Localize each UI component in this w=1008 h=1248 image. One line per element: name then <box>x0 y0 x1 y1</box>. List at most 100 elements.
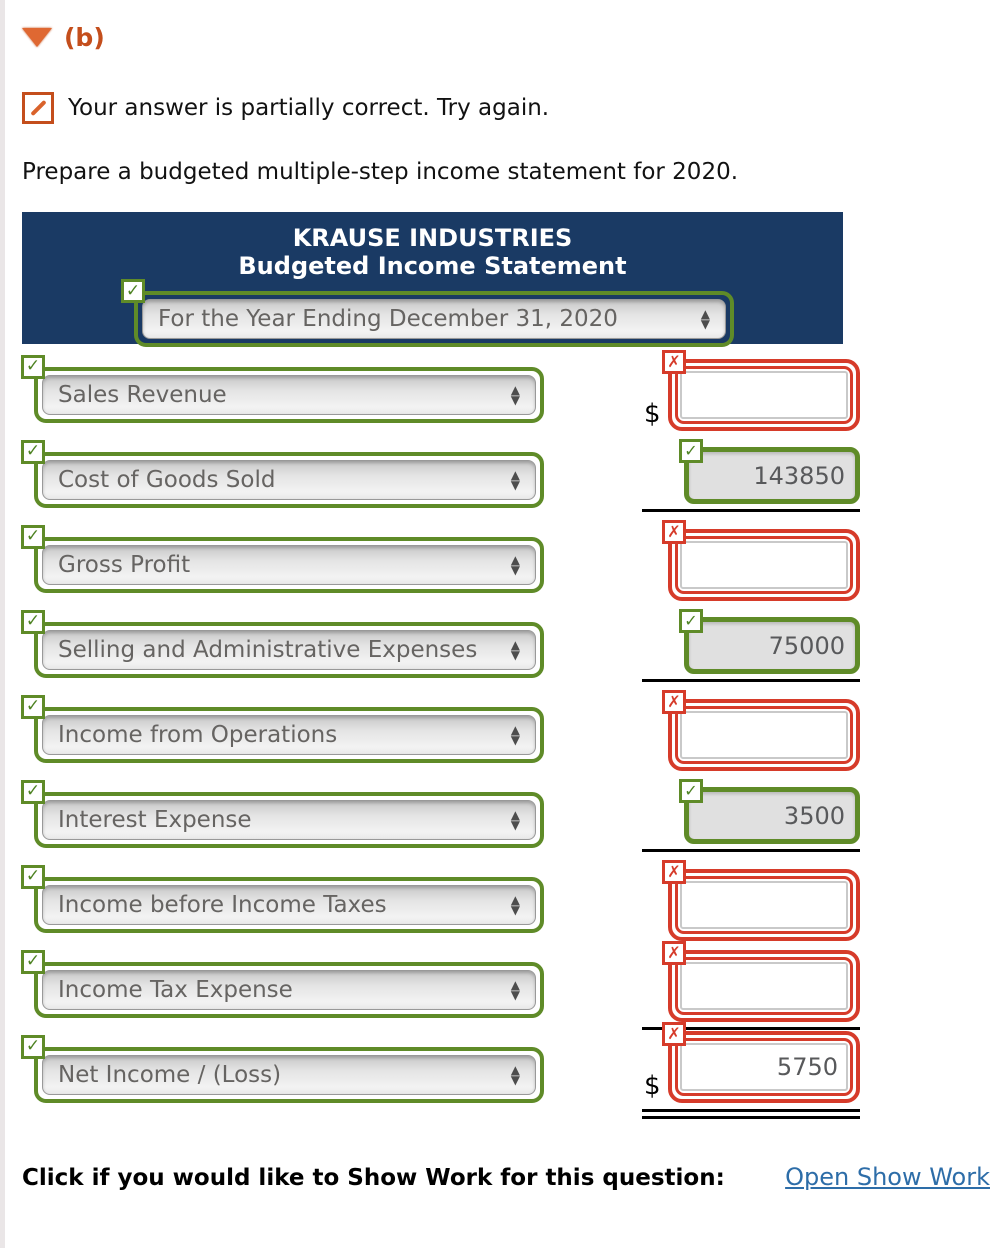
single-underline <box>642 679 860 682</box>
question-part-b: (b) Your answer is partially correct. Tr… <box>21 20 990 1191</box>
period-select-value: For the Year Ending December 31, 2020 <box>158 306 618 332</box>
single-underline <box>642 1026 860 1030</box>
spinner-arrows-icon: ▲ ▼ <box>700 307 710 331</box>
label-correct-check-icon: ✓ <box>21 949 45 974</box>
label-correct-check-icon: ✓ <box>21 354 45 379</box>
row-select-frame: ✓ Gross Profit ▲ ▼ <box>21 524 544 593</box>
spinner-arrows-icon: ▲ ▼ <box>510 807 520 832</box>
table-row: ✓ Income before Income Taxes ▲ ▼ ✗ <box>21 859 860 947</box>
label-correct-check-icon: ✓ <box>21 439 45 464</box>
label-correct-check-icon: ✓ <box>21 1034 45 1059</box>
show-work-prompt: Click if you would like to Show Work for… <box>22 1165 725 1191</box>
spinner-arrows-icon: ▲ ▼ <box>510 552 520 577</box>
instruction-text: Prepare a budgeted multiple-step income … <box>22 159 739 185</box>
statement-header: KRAUSE INDUSTRIES Budgeted Income Statem… <box>22 212 843 347</box>
incorrect-x-icon: ✗ <box>662 1021 686 1046</box>
spinner-arrows-icon: ▲ ▼ <box>510 892 520 917</box>
amount-field-frame: ✗ <box>662 859 860 941</box>
collapse-triangle-icon[interactable] <box>22 27 52 47</box>
amount-input-net-income-loss[interactable] <box>680 1042 848 1091</box>
table-row: ✓ Net Income / (Loss) ▲ ▼ $ ✗ <box>21 1021 860 1119</box>
amount-field-frame: ✗ <box>662 940 860 1022</box>
row-select-frame: ✓ Income Tax Expense ▲ ▼ <box>21 949 544 1018</box>
label-correct-check-icon: ✓ <box>21 694 45 719</box>
income-statement-rows: ✓ Sales Revenue ▲ ▼ $ ✗ <box>21 349 860 1119</box>
row-select-income-before-taxes[interactable]: Income before Income Taxes ▲ ▼ <box>42 884 536 925</box>
spinner-arrows-icon: ▲ ▼ <box>510 977 520 1002</box>
row-select-income-tax-expense[interactable]: Income Tax Expense ▲ ▼ <box>42 969 536 1010</box>
amount-field-frame: ✗ <box>662 519 860 601</box>
open-show-work-link[interactable]: Open Show Work <box>785 1163 990 1191</box>
row-select-frame: ✓ Income before Income Taxes ▲ ▼ <box>21 864 544 933</box>
amount-input-interest-expense[interactable] <box>689 792 855 839</box>
table-row: ✓ Income from Operations ▲ ▼ ✗ <box>21 689 860 777</box>
feedback-banner: Your answer is partially correct. Try ag… <box>22 91 860 125</box>
pencil-icon <box>22 92 54 124</box>
row-select-selling-admin-expenses[interactable]: Selling and Administrative Expenses ▲ ▼ <box>42 629 536 670</box>
dollar-sign: $ <box>644 398 661 429</box>
table-row: ✓ Cost of Goods Sold ▲ ▼ ✓ <box>21 437 860 522</box>
spinner-arrows-icon: ▲ ▼ <box>510 637 520 662</box>
incorrect-x-icon: ✗ <box>662 519 686 544</box>
row-select-frame: ✓ Income from Operations ▲ ▼ <box>21 694 544 763</box>
single-underline <box>642 849 860 852</box>
table-row: ✓ Selling and Administrative Expenses ▲ ▼… <box>21 607 860 692</box>
table-row: ✓ Gross Profit ▲ ▼ ✗ <box>21 519 860 607</box>
table-row: ✓ Interest Expense ▲ ▼ ✓ <box>21 777 860 862</box>
label-correct-check-icon: ✓ <box>21 524 45 549</box>
period-select-frame: ✓ For the Year Ending December 31, 2020 … <box>121 279 734 347</box>
row-select-frame: ✓ Sales Revenue ▲ ▼ <box>21 354 544 423</box>
correct-check-icon: ✓ <box>679 609 703 633</box>
correct-check-icon: ✓ <box>679 439 703 463</box>
row-select-frame: ✓ Net Income / (Loss) ▲ ▼ <box>21 1034 544 1103</box>
incorrect-x-icon: ✗ <box>662 940 686 965</box>
row-select-income-from-operations[interactable]: Income from Operations ▲ ▼ <box>42 714 536 755</box>
amount-input-income-from-operations[interactable] <box>680 710 848 759</box>
label-correct-check-icon: ✓ <box>21 779 45 804</box>
label-correct-check-icon: ✓ <box>21 864 45 889</box>
statement-title: Budgeted Income Statement <box>238 252 627 280</box>
incorrect-x-icon: ✗ <box>662 859 686 884</box>
amount-input-income-tax-expense[interactable] <box>680 961 848 1010</box>
row-select-interest-expense[interactable]: Interest Expense ▲ ▼ <box>42 799 536 840</box>
amount-field-frame: ✗ <box>662 1021 860 1103</box>
single-underline <box>642 509 860 512</box>
incorrect-x-icon: ✗ <box>662 349 686 374</box>
spinner-arrows-icon: ▲ ▼ <box>510 1062 520 1087</box>
amount-input-gross-profit[interactable] <box>680 540 848 589</box>
dollar-sign: $ <box>644 1070 661 1101</box>
row-select-frame: ✓ Interest Expense ▲ ▼ <box>21 779 544 848</box>
section-header: (b) <box>22 20 860 54</box>
amount-field-frame: ✓ <box>679 609 860 674</box>
table-row: ✓ Sales Revenue ▲ ▼ $ ✗ <box>21 349 860 437</box>
amount-input-sales-revenue[interactable] <box>680 370 848 419</box>
amount-field-frame: ✓ <box>679 779 860 844</box>
section-label: (b) <box>64 22 105 52</box>
spinner-arrows-icon: ▲ ▼ <box>510 722 520 747</box>
table-row: ✓ Income Tax Expense ▲ ▼ ✗ <box>21 940 860 1032</box>
label-correct-check-icon: ✓ <box>21 609 45 634</box>
incorrect-x-icon: ✗ <box>662 689 686 714</box>
page-left-edge <box>0 0 5 1248</box>
show-work-row: Click if you would like to Show Work for… <box>22 1163 990 1191</box>
row-select-frame: ✓ Cost of Goods Sold ▲ ▼ <box>21 439 544 508</box>
spinner-arrows-icon: ▲ ▼ <box>510 382 520 407</box>
company-name: KRAUSE INDUSTRIES <box>292 224 573 252</box>
period-correct-check-icon: ✓ <box>121 279 145 303</box>
amount-field-frame: ✗ <box>662 689 860 771</box>
row-select-cost-of-goods-sold[interactable]: Cost of Goods Sold ▲ ▼ <box>42 459 536 500</box>
spinner-arrows-icon: ▲ ▼ <box>510 467 520 492</box>
row-select-gross-profit[interactable]: Gross Profit ▲ ▼ <box>42 544 536 585</box>
amount-field-frame: ✗ <box>662 349 860 431</box>
feedback-text: Your answer is partially correct. Try ag… <box>68 95 550 121</box>
double-underline <box>642 1108 860 1119</box>
row-select-frame: ✓ Selling and Administrative Expenses ▲ ▼ <box>21 609 544 678</box>
correct-check-icon: ✓ <box>679 779 703 803</box>
row-select-sales-revenue[interactable]: Sales Revenue ▲ ▼ <box>42 374 536 415</box>
amount-input-income-before-taxes[interactable] <box>680 880 848 929</box>
amount-input-selling-admin-expenses[interactable] <box>689 622 855 669</box>
row-select-net-income-loss[interactable]: Net Income / (Loss) ▲ ▼ <box>42 1054 536 1095</box>
amount-field-frame: ✓ <box>679 439 860 504</box>
amount-input-cost-of-goods-sold[interactable] <box>689 452 855 499</box>
period-select[interactable]: For the Year Ending December 31, 2020 ▲ … <box>142 299 726 339</box>
